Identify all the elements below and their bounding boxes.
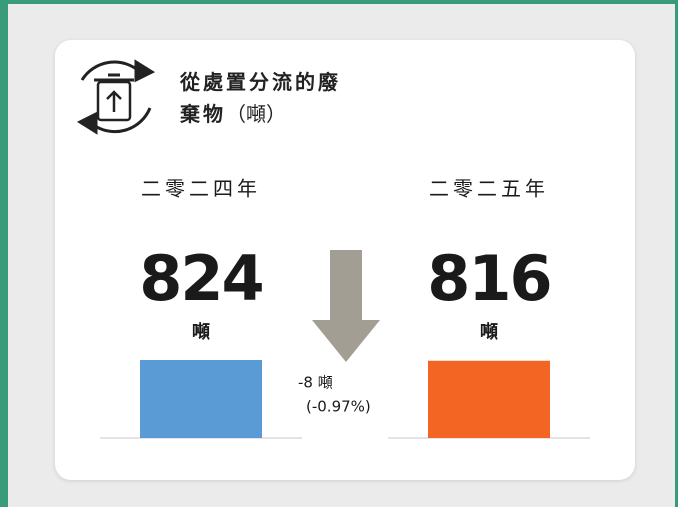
change-label: -8 噸 [298,374,333,392]
unit-label: 噸 [480,321,498,343]
title-unit: （噸） [226,102,286,126]
change-percent: (-0.97%) [306,398,371,416]
value-label: 824 [139,242,262,315]
recycle-icon [76,59,156,135]
unit-label: 噸 [192,321,210,343]
year-label: 二零二四年 [141,177,261,201]
title: 從處置分流的廢棄物（噸） [180,66,362,130]
bar [428,360,550,438]
year-label: 二零二五年 [429,177,549,201]
bar [140,360,262,438]
value-label: 816 [427,242,550,315]
title-text: 從處置分流的廢棄物 [180,70,341,126]
down-arrow [312,250,380,362]
